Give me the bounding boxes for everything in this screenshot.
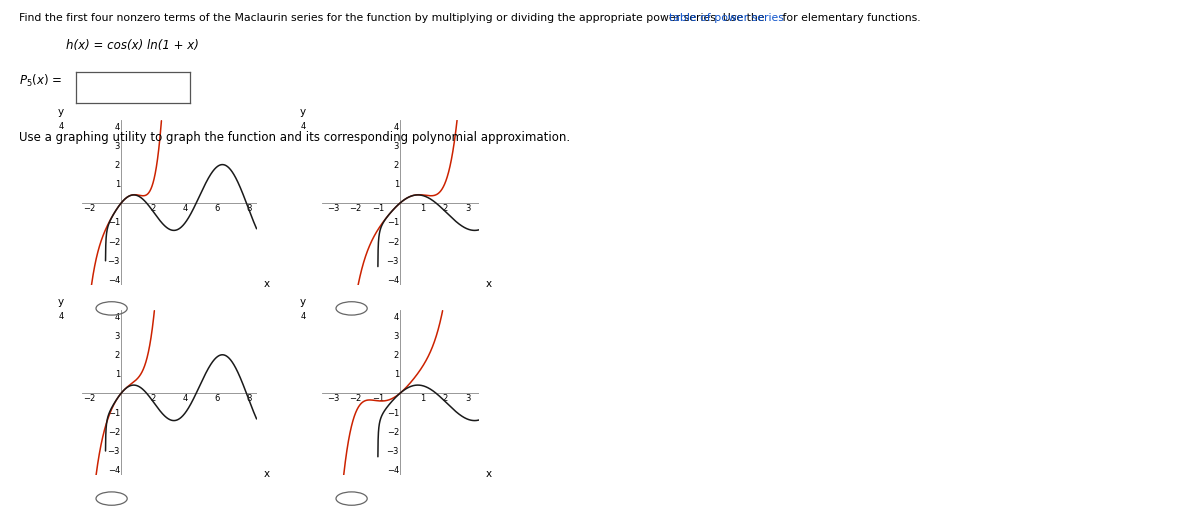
Text: table of power series: table of power series: [670, 13, 784, 23]
Text: y: y: [300, 297, 306, 307]
Text: h(x) = cos(x) ln(1 + x): h(x) = cos(x) ln(1 + x): [66, 39, 199, 51]
Text: y: y: [58, 107, 64, 117]
Text: 4: 4: [301, 121, 306, 131]
Text: 4: 4: [301, 311, 306, 321]
Text: x: x: [264, 469, 270, 479]
Text: $P_5(x)$ =: $P_5(x)$ =: [19, 73, 62, 89]
Text: x: x: [485, 279, 492, 289]
Text: for elementary functions.: for elementary functions.: [780, 13, 922, 23]
Text: x: x: [485, 469, 492, 479]
Text: y: y: [300, 107, 306, 117]
Text: Use a graphing utility to graph the function and its corresponding polynomial ap: Use a graphing utility to graph the func…: [19, 131, 570, 144]
Text: x: x: [264, 279, 270, 289]
Text: y: y: [58, 297, 64, 307]
Text: 4: 4: [59, 311, 64, 321]
Text: Find the first four nonzero terms of the Maclaurin series for the function by mu: Find the first four nonzero terms of the…: [19, 13, 768, 23]
Text: 4: 4: [59, 121, 64, 131]
